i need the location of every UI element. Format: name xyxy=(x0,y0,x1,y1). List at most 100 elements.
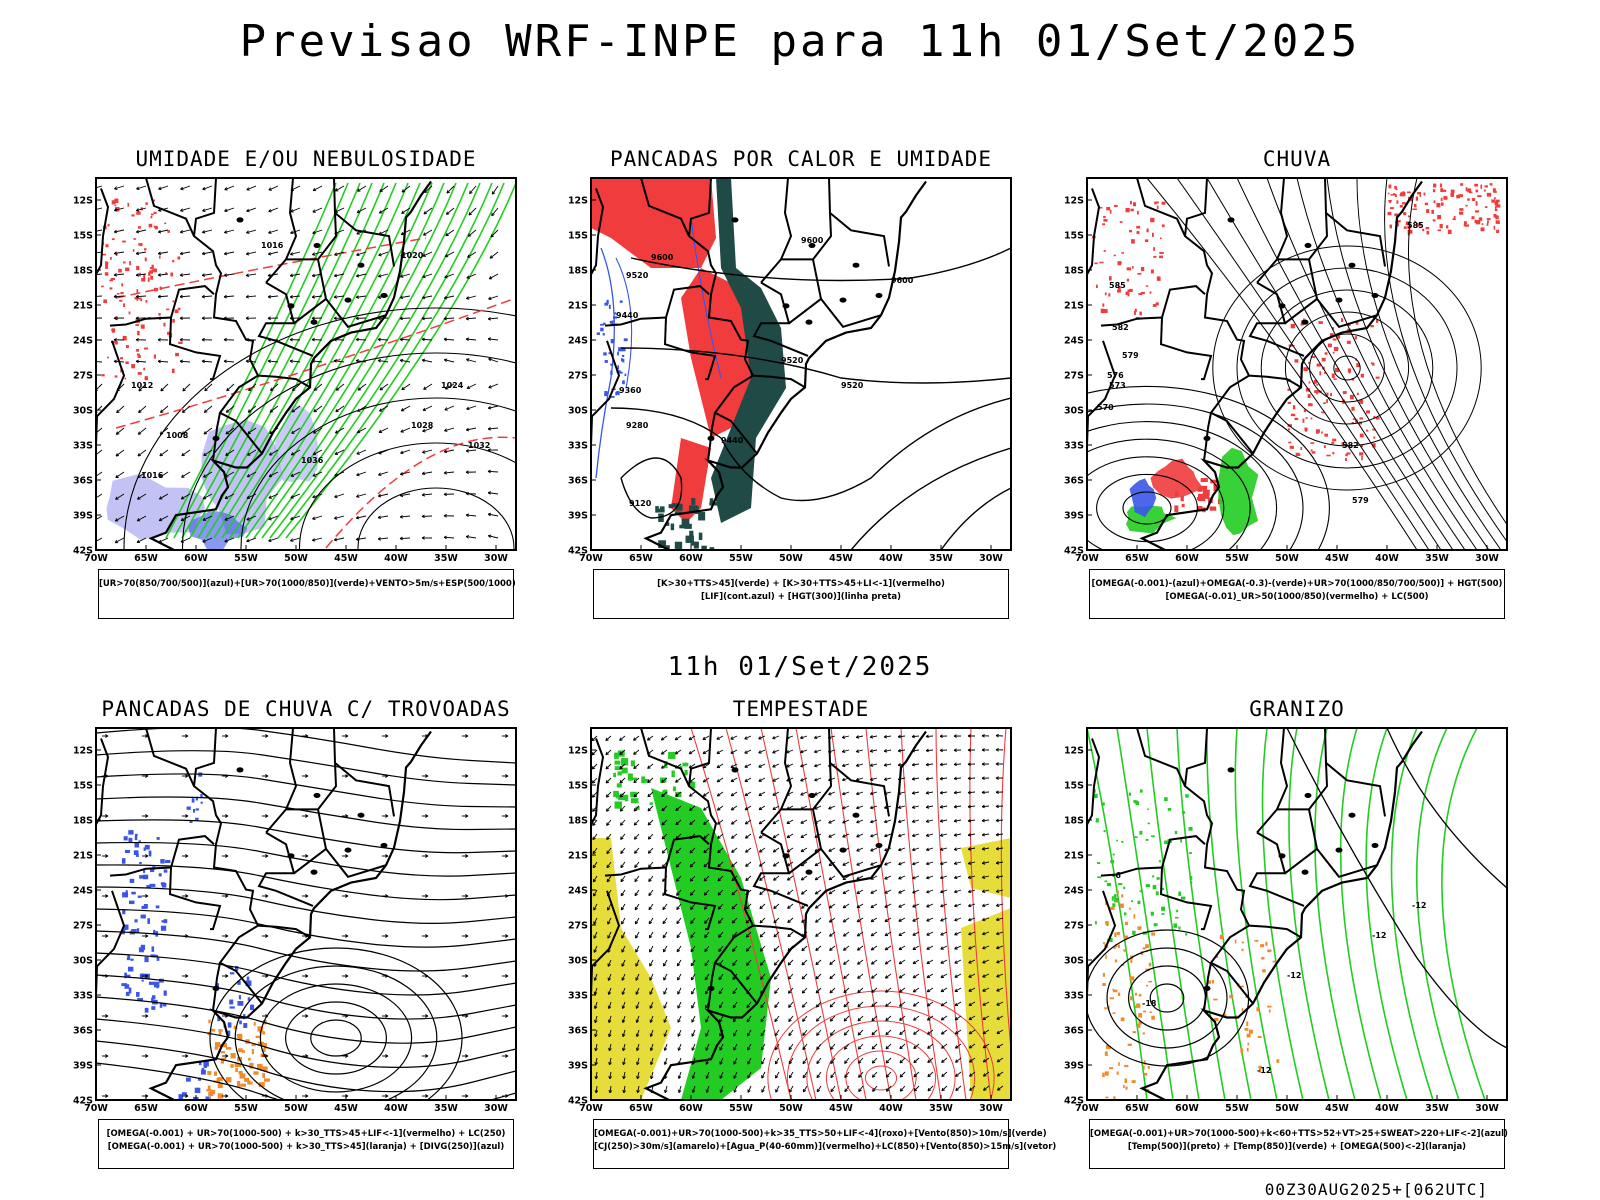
lon-tick-label: 45W xyxy=(829,553,853,564)
lon-tick-label: 35W xyxy=(434,1103,458,1114)
lat-tick-label: 39S xyxy=(1064,511,1084,522)
lat-tick-label: 27S xyxy=(1064,371,1084,382)
lat-tick-label: 15S xyxy=(568,781,588,792)
lat-tick-label: 15S xyxy=(73,781,93,792)
lon-tick-label: 40W xyxy=(1375,1103,1399,1114)
contour-label: -12 xyxy=(1412,901,1426,910)
pancadas-calor-panel-title: PANCADAS POR CALOR E UMIDADE xyxy=(609,147,992,171)
lat-tick-label: 30S xyxy=(1064,406,1084,417)
lat-tick-label: 42S xyxy=(1064,546,1084,557)
chuva-legend: [OMEGA(-0.001)-(azul)+OMEGA(-0.3)-(verde… xyxy=(1089,569,1505,619)
forecast-time-label: 11h 01/Set/2025 xyxy=(667,652,933,682)
lon-tick-label: 50W xyxy=(779,1103,803,1114)
lon-tick-label: 30W xyxy=(1475,1103,1499,1114)
lon-tick-label: 30W xyxy=(484,553,508,564)
lat-tick-label: 12S xyxy=(568,746,588,757)
umidade-field-overlay: 1016 1020 1024 1028 1032 1036 1012 1008 1016 xyxy=(96,178,516,550)
lon-tick-label: 45W xyxy=(829,1103,853,1114)
lon-tick-label: 55W xyxy=(234,553,258,564)
legend-line: [CJ(250)>30m/s](amarelo)+[Agua_P(40-60mm… xyxy=(594,1142,1057,1152)
lat-tick-label: 18S xyxy=(1064,816,1084,827)
lat-tick-label: 21S xyxy=(1064,301,1084,312)
legend-line: [LIF](cont.azul) + [HGT(300)](linha pret… xyxy=(700,592,902,602)
lon-tick-label: 55W xyxy=(234,1103,258,1114)
contour-label: 9600 xyxy=(891,276,914,285)
pancadas-trovoadas-legend: [OMEGA(-0.001) + UR>70(1000-500) + k>30_… xyxy=(98,1119,514,1169)
contour-label: 9360 xyxy=(619,386,642,395)
legend-line: [OMEGA(-0.001) + UR>70(1000-500) + k>30_… xyxy=(106,1129,506,1139)
lon-tick-label: 30W xyxy=(484,1103,508,1114)
lon-tick-label: 35W xyxy=(929,553,953,564)
contour-label: 582 xyxy=(1112,323,1129,332)
legend-line: [OMEGA(-0.001)+UR>70(1000-500)+k>35_TTS>… xyxy=(594,1129,1047,1139)
lat-tick-label: 24S xyxy=(568,336,588,347)
granizo-panel-title: GRANIZO xyxy=(1249,697,1345,721)
contour-label: 9440 xyxy=(616,311,639,320)
lat-tick-label: 42S xyxy=(73,1096,93,1107)
lon-tick-label: 55W xyxy=(1225,553,1249,564)
lat-tick-label: 21S xyxy=(73,301,93,312)
contour-label: 1012 xyxy=(131,381,153,390)
lon-tick-label: 60W xyxy=(184,1103,208,1114)
lon-tick-label: 55W xyxy=(729,553,753,564)
legend-line: [Temp(500)](preto) + [Temp(850)](verde) … xyxy=(1127,1142,1467,1152)
granizo-map-frame xyxy=(1086,727,1508,1101)
lon-tick-label: 60W xyxy=(679,553,703,564)
lat-tick-label: 21S xyxy=(568,851,588,862)
lon-tick-label: 35W xyxy=(1425,553,1449,564)
pancadas-calor-map-frame xyxy=(590,177,1012,551)
lat-tick-label: 33S xyxy=(73,991,93,1002)
lon-tick-label: 60W xyxy=(1175,553,1199,564)
lon-tick-label: 45W xyxy=(334,553,358,564)
umidade-basemap xyxy=(96,178,432,550)
contour-label: 1028 xyxy=(411,421,434,430)
lon-tick-label: 60W xyxy=(184,553,208,564)
lat-tick-label: 42S xyxy=(1064,1096,1084,1107)
lon-tick-label: 45W xyxy=(1325,553,1349,564)
umidade-map: 10161020102410281032103610121008101612S1… xyxy=(73,177,517,565)
lon-tick-label: 65W xyxy=(629,1103,653,1114)
contour-label: 9120 xyxy=(629,499,652,508)
lat-tick-label: 12S xyxy=(1064,196,1084,207)
lon-tick-label: 70W xyxy=(579,553,603,564)
lat-tick-label: 27S xyxy=(73,921,93,932)
lon-tick-label: 55W xyxy=(729,1103,753,1114)
contour-label: 9520 xyxy=(626,271,649,280)
lat-tick-label: 36S xyxy=(73,1026,93,1037)
contour-label: 1008 xyxy=(166,431,189,440)
contour-label: 582 xyxy=(1342,441,1359,450)
lat-tick-label: 24S xyxy=(73,886,93,897)
lat-tick-label: 12S xyxy=(73,196,93,207)
lon-tick-label: 45W xyxy=(1325,1103,1349,1114)
umidade-map-frame xyxy=(95,177,517,551)
chuva-basemap xyxy=(1087,178,1423,550)
lat-tick-label: 12S xyxy=(73,746,93,757)
granizo-basemap xyxy=(1087,728,1423,1100)
contour-label: -12 xyxy=(1287,971,1301,980)
lon-tick-label: 65W xyxy=(629,553,653,564)
tempestade-legend: [OMEGA(-0.001)+UR>70(1000-500)+k>35_TTS>… xyxy=(593,1119,1057,1169)
lon-tick-label: 70W xyxy=(1075,1103,1099,1114)
contour-label: -18 xyxy=(1142,999,1157,1008)
legend-line: [K>30+TTS>45](verde) + [K>30+TTS>45+LI<-… xyxy=(657,579,945,589)
lon-tick-label: 50W xyxy=(284,553,308,564)
contour-label: 9440 xyxy=(721,436,744,445)
pancadas-trovoadas-panel-title: PANCADAS DE CHUVA C/ TROVOADAS xyxy=(101,697,511,721)
lat-tick-label: 15S xyxy=(1064,231,1084,242)
legend-line: [UR>70(850/700/500)](azul)+[UR>70(1000/8… xyxy=(99,579,516,589)
lat-tick-label: 27S xyxy=(73,371,93,382)
contour-label: 9520 xyxy=(781,356,804,365)
lat-tick-label: 18S xyxy=(73,816,93,827)
contour-label: 9600 xyxy=(651,253,674,262)
lat-tick-label: 18S xyxy=(568,816,588,827)
chuva-panel-title: CHUVA xyxy=(1262,147,1332,171)
lon-tick-label: 35W xyxy=(1425,1103,1449,1114)
lat-tick-label: 21S xyxy=(1064,851,1084,862)
contour-label: 1032 xyxy=(468,441,490,450)
lat-tick-label: 39S xyxy=(568,511,588,522)
tempestade-basemap xyxy=(591,728,927,1100)
lat-tick-label: 27S xyxy=(1064,921,1084,932)
